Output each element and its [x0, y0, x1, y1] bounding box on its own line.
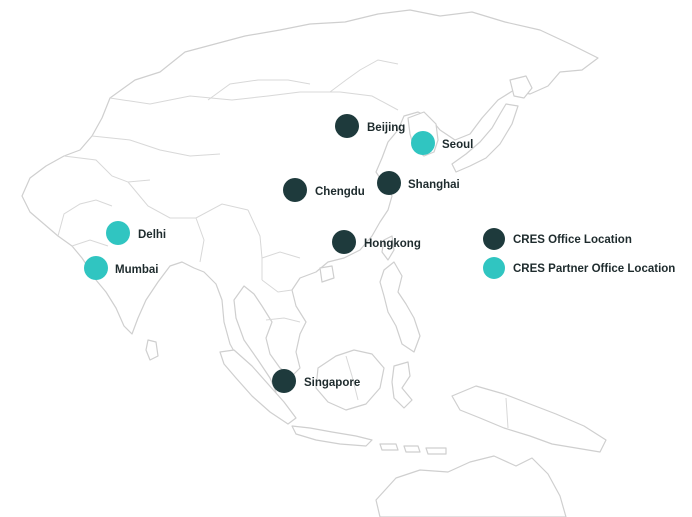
city-marker-seoul[interactable]	[411, 131, 435, 155]
mainland-asia-shape	[21, 9, 599, 395]
lesser-sunda-shape	[379, 443, 447, 455]
city-markers: Beijing Seoul Chengdu Shanghai Hongkong Delhi…	[84, 114, 473, 393]
city-label-singapore: Singapore	[304, 377, 360, 389]
australia-shape	[375, 455, 567, 517]
internal-borders	[57, 59, 509, 429]
city-label-hongkong: Hongkong	[364, 238, 421, 250]
city-label-seoul: Seoul	[442, 139, 473, 151]
legend-partner-label: CRES Partner Office Location	[513, 263, 675, 275]
borneo-shape	[315, 349, 385, 411]
city-marker-delhi[interactable]	[106, 221, 130, 245]
legend-office-dot	[483, 228, 505, 250]
legend-partner-dot	[483, 257, 505, 279]
city-label-mumbai: Mumbai	[115, 264, 158, 276]
basemap	[21, 9, 607, 517]
city-marker-chengdu[interactable]	[283, 178, 307, 202]
legend: CRES Office Location CRES Partner Office…	[483, 228, 675, 279]
city-label-beijing: Beijing	[367, 122, 405, 134]
taiwan-shape	[381, 235, 395, 261]
philippines-shape	[379, 261, 421, 353]
java-shape	[291, 425, 373, 447]
city-label-chengdu: Chengdu	[315, 186, 365, 198]
sulawesi-shape	[391, 361, 413, 409]
city-marker-beijing[interactable]	[335, 114, 359, 138]
hainan-shape	[319, 265, 335, 283]
sumatra-shape	[219, 349, 297, 425]
japan-shape	[451, 75, 533, 173]
city-label-shanghai: Shanghai	[408, 179, 460, 191]
new-guinea-shape	[451, 385, 607, 453]
legend-office-label: CRES Office Location	[513, 234, 632, 246]
city-marker-shanghai[interactable]	[377, 171, 401, 195]
city-marker-hongkong[interactable]	[332, 230, 356, 254]
sri-lanka-shape	[145, 339, 159, 361]
city-marker-singapore[interactable]	[272, 369, 296, 393]
city-label-delhi: Delhi	[138, 229, 166, 241]
city-marker-mumbai[interactable]	[84, 256, 108, 280]
